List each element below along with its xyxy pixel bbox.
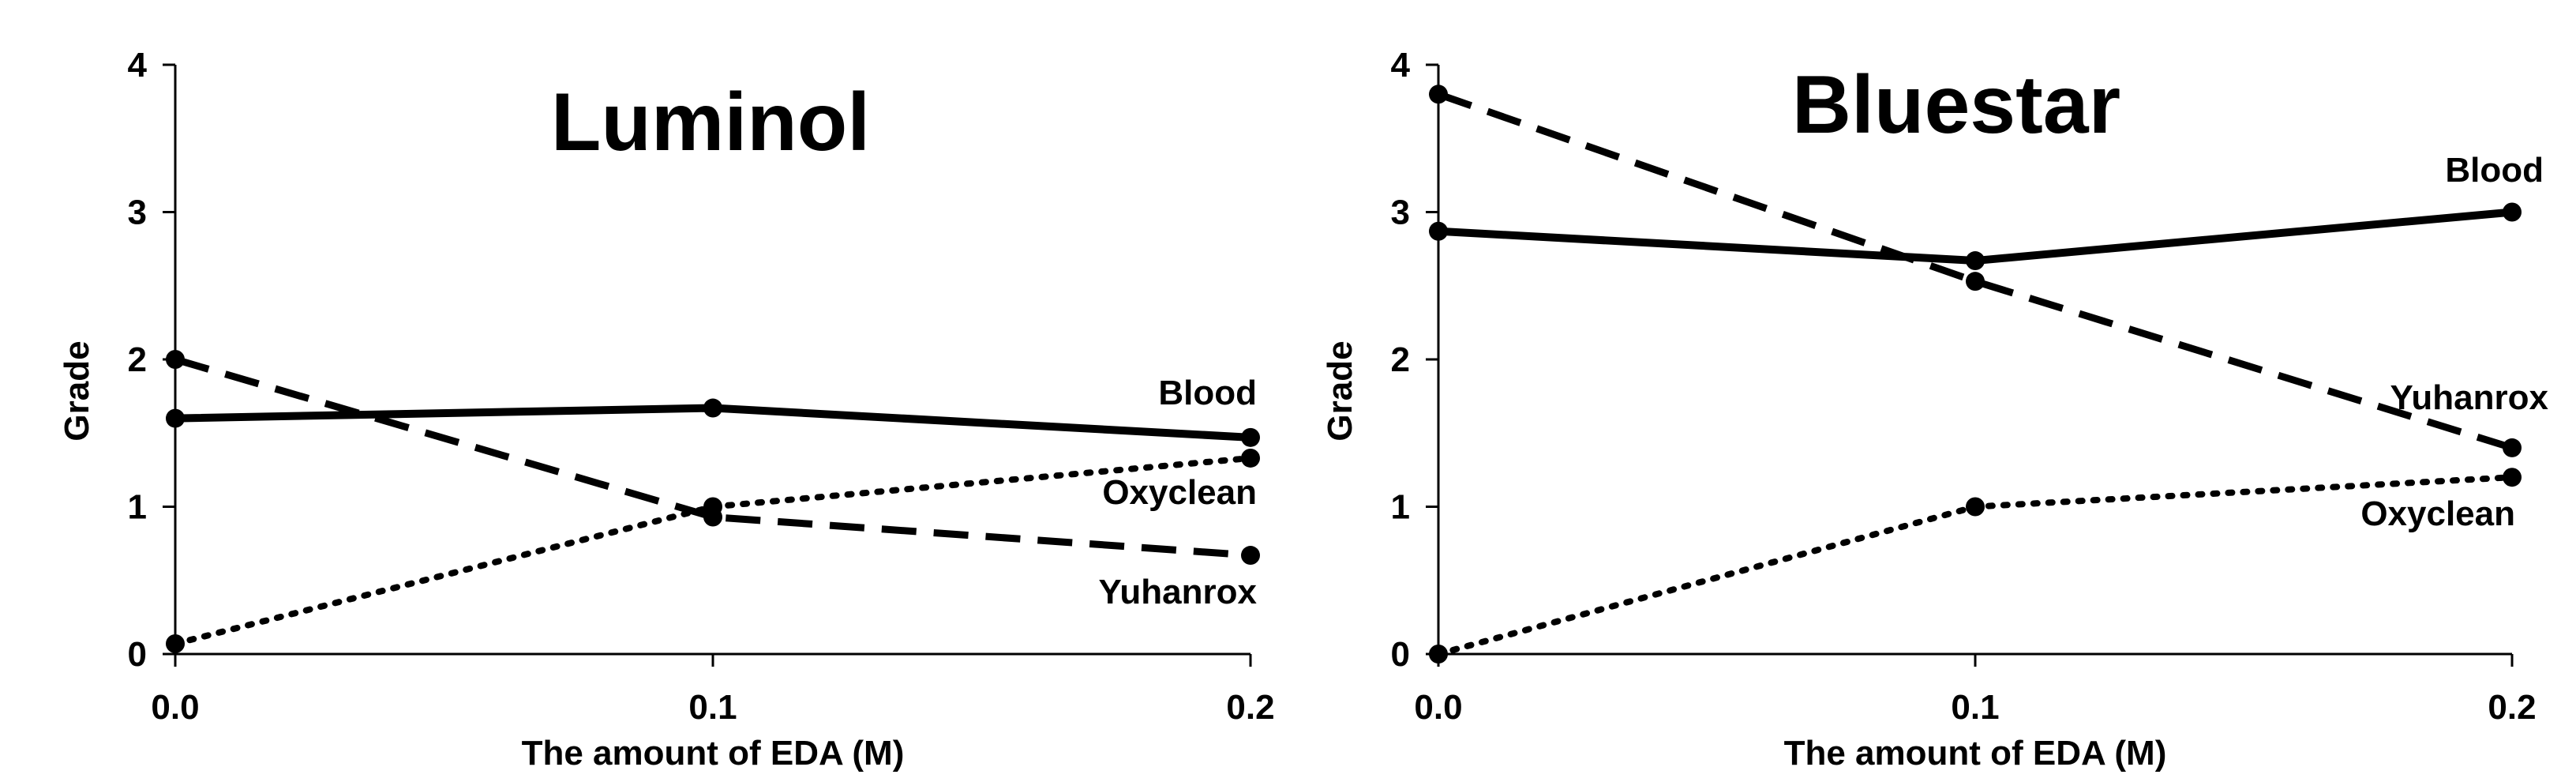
x-tick-label: 0.1 xyxy=(688,688,737,727)
x-axis-label: The amount of EDA (M) xyxy=(522,734,905,773)
data-point-blood xyxy=(1966,251,1985,271)
chart-title: Bluestar xyxy=(1792,59,2120,151)
data-point-oxyclean xyxy=(1429,645,1448,664)
data-point-oxyclean xyxy=(166,633,185,653)
y-tick-label: 3 xyxy=(1391,194,1410,232)
data-point-blood xyxy=(1429,221,1448,241)
y-tick-label: 3 xyxy=(128,194,147,232)
series-line-yuhanrox xyxy=(1437,91,2514,452)
y-axis-label: Grade xyxy=(58,340,96,441)
x-tick-label: 0.0 xyxy=(151,688,199,727)
data-point-oxyclean xyxy=(1966,497,1985,517)
data-point-yuhanrox xyxy=(2503,438,2522,457)
y-tick-label: 2 xyxy=(128,340,147,379)
y-tick-label: 0 xyxy=(128,635,147,674)
data-point-yuhanrox xyxy=(1429,85,1448,104)
series-line-oxyclean xyxy=(172,454,1254,647)
series-label-yuhanrox: Yuhanrox xyxy=(1099,573,1258,611)
data-point-oxyclean xyxy=(2503,468,2522,487)
data-point-blood xyxy=(166,408,185,428)
data-point-blood xyxy=(2503,202,2522,222)
series-label-oxyclean: Oxyclean xyxy=(2360,494,2515,533)
bluestar-chart: 0 1 2 3 4 0.0 0.1 0.2 The amount of EDA (M) Grade… xyxy=(1321,46,2549,773)
x-tick-label: 0.0 xyxy=(1414,688,1462,727)
series-label-yuhanrox: Yuhanrox xyxy=(2390,378,2549,417)
chart-title: Luminol xyxy=(551,77,870,168)
data-point-yuhanrox xyxy=(703,507,722,527)
series-line-yuhanrox xyxy=(174,355,1251,559)
data-point-yuhanrox xyxy=(166,350,185,369)
y-tick-label: 0 xyxy=(1391,635,1410,674)
x-tick-label: 0.2 xyxy=(1226,688,1274,727)
data-point-blood xyxy=(1241,427,1260,447)
y-tick-label: 4 xyxy=(128,46,148,85)
y-tick-label: 1 xyxy=(128,488,147,527)
x-tick-label: 0.1 xyxy=(1951,688,1999,727)
series-label-blood: Blood xyxy=(1158,374,1257,412)
x-tick-label: 0.2 xyxy=(2488,688,2536,727)
y-tick-label: 1 xyxy=(1391,488,1410,527)
series-label-blood: Blood xyxy=(2445,151,2544,190)
y-tick-label: 2 xyxy=(1391,340,1410,379)
series-label-oxyclean: Oxyclean xyxy=(1102,473,1257,512)
x-axis-label: The amount of EDA (M) xyxy=(1784,734,2167,773)
y-tick-label: 4 xyxy=(1391,46,1411,85)
data-point-yuhanrox xyxy=(1966,272,1985,291)
y-axis-label: Grade xyxy=(1321,340,1359,441)
data-point-oxyclean xyxy=(1241,448,1260,468)
data-point-blood xyxy=(703,398,722,418)
luminol-chart: 0 1 2 3 4 0.0 0.1 0.2 The amount of EDA (M) Grade… xyxy=(58,46,1275,773)
data-point-yuhanrox xyxy=(1241,546,1260,566)
